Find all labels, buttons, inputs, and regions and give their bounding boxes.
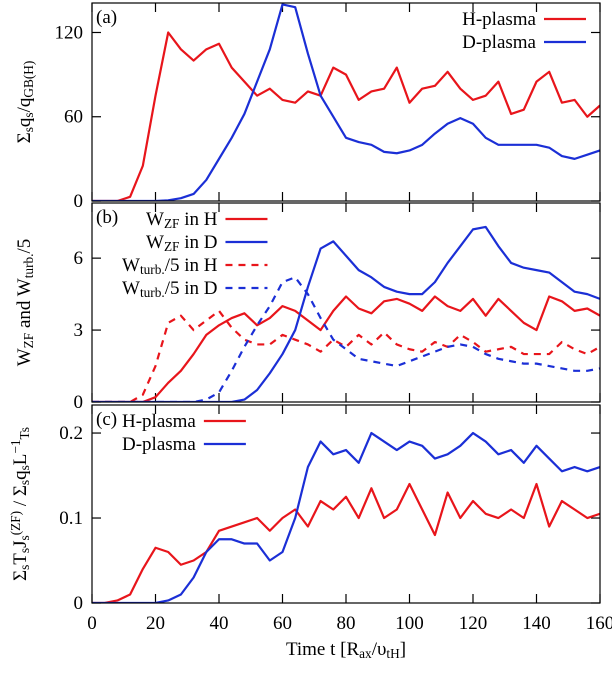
x-tick-label: 40 — [210, 613, 229, 634]
text-part: W — [122, 255, 140, 276]
series-line — [92, 31, 600, 201]
text-part: W — [146, 232, 164, 253]
y-tick-label: 0 — [74, 392, 84, 413]
text-part: W — [122, 278, 140, 299]
x-tick-label: 160 — [586, 613, 612, 634]
subscript: s — [21, 112, 36, 117]
text-part: Σ — [14, 132, 35, 143]
legend-label: WZF in H — [146, 209, 218, 231]
panel-label: (c) — [96, 409, 117, 430]
text-part: ] — [400, 639, 406, 660]
y-axis-label: ΣsTsJs(ZF) / ΣsqsL−1Ts — [8, 427, 32, 581]
x-tick-label: 100 — [395, 613, 424, 634]
frame — [91, 202, 601, 403]
text-part: /υ — [372, 639, 387, 660]
text-part: /q — [14, 97, 35, 112]
x-tick-label: 80 — [337, 613, 356, 634]
subscript: turb. — [140, 285, 165, 300]
legend-label: Wturb./5 in D — [122, 278, 217, 300]
y-axis-label: WZF and Wturb./5 — [14, 239, 36, 367]
legend-label: H-plasma — [462, 9, 536, 30]
series-line — [92, 3, 600, 201]
legend-label: D-plasma — [462, 32, 536, 53]
y-tick-label: 0.2 — [59, 423, 83, 444]
series-line — [92, 482, 600, 603]
series-line — [92, 295, 600, 402]
series-line — [92, 431, 600, 603]
text-part: /5 in H — [165, 255, 218, 276]
legend-label: D-plasma — [122, 434, 196, 455]
text-part: W — [146, 209, 164, 230]
panel-label: (a) — [96, 7, 117, 28]
text-part: H-plasma — [462, 9, 536, 30]
subscript: ZF — [164, 216, 180, 231]
legend-label: H-plasma — [122, 411, 196, 432]
text-part: L — [10, 454, 31, 466]
legend-label: Wturb./5 in H — [122, 255, 218, 277]
y-tick-label: 0 — [74, 191, 84, 212]
series-line — [92, 309, 600, 402]
text-part: in H — [179, 209, 217, 230]
superscript: −1 — [8, 439, 23, 453]
series-line — [92, 225, 600, 402]
y-tick-label: 0 — [74, 593, 84, 614]
plot-area — [92, 225, 600, 402]
legend-label: WZF in D — [146, 232, 217, 254]
text-part: q — [10, 470, 31, 480]
subscript: s — [17, 480, 32, 485]
y-tick-label: 6 — [74, 248, 84, 269]
plot-area — [92, 431, 600, 603]
subscript: s — [17, 535, 32, 540]
subscript: GB(H) — [21, 61, 36, 98]
x-tick-label: 120 — [459, 613, 488, 634]
subscript: ax — [359, 646, 372, 661]
subscript: s — [17, 565, 32, 570]
frame — [91, 404, 601, 604]
subscript: s — [17, 465, 32, 470]
text-part: in D — [179, 232, 217, 253]
text-part: Σ — [10, 570, 31, 581]
subscript: turb. — [140, 262, 165, 277]
x-tick-label: 20 — [146, 613, 165, 634]
series-line — [92, 276, 600, 402]
y-tick-label: 0.1 — [59, 508, 83, 529]
subscript: Ts — [17, 427, 32, 439]
text-part: and W — [14, 278, 35, 333]
x-tick-label: 60 — [273, 613, 292, 634]
text-part: /5 in D — [165, 278, 218, 299]
text-part: T — [10, 553, 31, 565]
y-tick-label: 60 — [64, 107, 83, 128]
text-part: W — [14, 348, 35, 366]
plot-area — [92, 3, 600, 201]
text-part: Time t [R — [286, 639, 360, 660]
subscript: turb. — [21, 254, 36, 279]
subscript: s — [21, 127, 36, 132]
y-tick-label: 120 — [55, 22, 84, 43]
x-axis-label: Time t [Rax/υtH] — [286, 639, 406, 661]
y-tick-label: 3 — [74, 320, 84, 341]
text-part: / Σ — [10, 485, 31, 511]
frame — [91, 2, 601, 202]
text-part: J — [10, 540, 31, 547]
x-tick-label: 140 — [522, 613, 551, 634]
subscript: ZF — [164, 239, 180, 254]
subscript: tH — [386, 646, 400, 661]
text-part: q — [14, 117, 35, 127]
text-part: D-plasma — [122, 434, 196, 455]
y-axis-label: Σsqs/qGB(H) — [14, 61, 36, 144]
text-part: /5 — [14, 239, 35, 254]
x-tick-label: 0 — [87, 613, 97, 634]
text-part: H-plasma — [122, 411, 196, 432]
superscript: (ZF) — [8, 511, 23, 535]
panel-label: (b) — [96, 207, 118, 228]
subscript: ZF — [21, 333, 36, 349]
text-part: D-plasma — [462, 32, 536, 53]
subscript: s — [17, 548, 32, 553]
